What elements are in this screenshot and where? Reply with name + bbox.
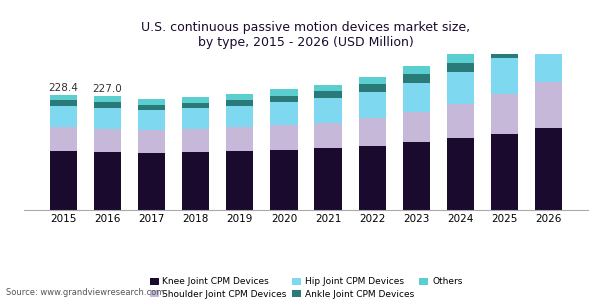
Bar — [535, 16, 562, 27]
Bar — [447, 53, 474, 63]
Bar — [138, 110, 165, 130]
Title: U.S. continuous passive motion devices market size,
by type, 2015 - 2026 (USD Mi: U.S. continuous passive motion devices m… — [142, 21, 470, 49]
Bar — [314, 123, 342, 148]
Bar — [359, 92, 386, 118]
Bar — [138, 130, 165, 153]
Bar — [447, 138, 474, 210]
Bar — [403, 74, 430, 83]
Bar — [226, 128, 253, 151]
Bar — [138, 99, 165, 105]
Bar — [138, 153, 165, 210]
Bar — [138, 105, 165, 110]
Bar — [94, 129, 121, 152]
Bar — [447, 63, 474, 72]
Bar — [182, 97, 209, 103]
Bar — [94, 152, 121, 210]
Bar — [447, 72, 474, 104]
Bar — [270, 150, 298, 210]
Text: 228.4: 228.4 — [49, 83, 78, 93]
Bar — [447, 104, 474, 138]
Bar — [535, 40, 562, 82]
Bar — [50, 151, 77, 210]
Bar — [50, 128, 77, 151]
Text: Source: www.grandviewresearch.com: Source: www.grandviewresearch.com — [6, 288, 164, 297]
Bar — [491, 47, 518, 58]
Text: 227.0: 227.0 — [92, 84, 122, 94]
Bar — [226, 94, 253, 100]
Bar — [182, 108, 209, 129]
Bar — [270, 102, 298, 125]
Bar — [314, 91, 342, 98]
Bar — [491, 94, 518, 134]
Bar — [226, 100, 253, 106]
Bar — [403, 66, 430, 74]
Bar — [314, 148, 342, 210]
Bar — [535, 27, 562, 40]
Bar — [403, 112, 430, 142]
Bar — [270, 96, 298, 102]
Bar — [491, 37, 518, 47]
Legend: Knee Joint CPM Devices, Shoulder Joint CPM Devices, Hip Joint CPM Devices, Ankle: Knee Joint CPM Devices, Shoulder Joint C… — [146, 274, 466, 300]
Bar — [491, 58, 518, 94]
Bar — [94, 96, 121, 102]
Bar — [403, 83, 430, 112]
Bar — [226, 151, 253, 210]
Bar — [50, 106, 77, 127]
Bar — [226, 106, 253, 128]
Bar — [314, 85, 342, 91]
Bar — [50, 95, 77, 100]
Bar — [270, 125, 298, 150]
Bar — [359, 77, 386, 84]
Bar — [403, 142, 430, 210]
Bar — [182, 129, 209, 152]
Bar — [359, 84, 386, 92]
Bar — [359, 118, 386, 146]
Bar — [491, 134, 518, 210]
Bar — [359, 146, 386, 210]
Bar — [182, 103, 209, 108]
Bar — [270, 89, 298, 96]
Bar — [94, 102, 121, 108]
Bar — [535, 128, 562, 210]
Bar — [182, 152, 209, 210]
Bar — [50, 100, 77, 106]
Bar — [535, 82, 562, 128]
Bar — [94, 108, 121, 129]
Bar — [314, 98, 342, 123]
